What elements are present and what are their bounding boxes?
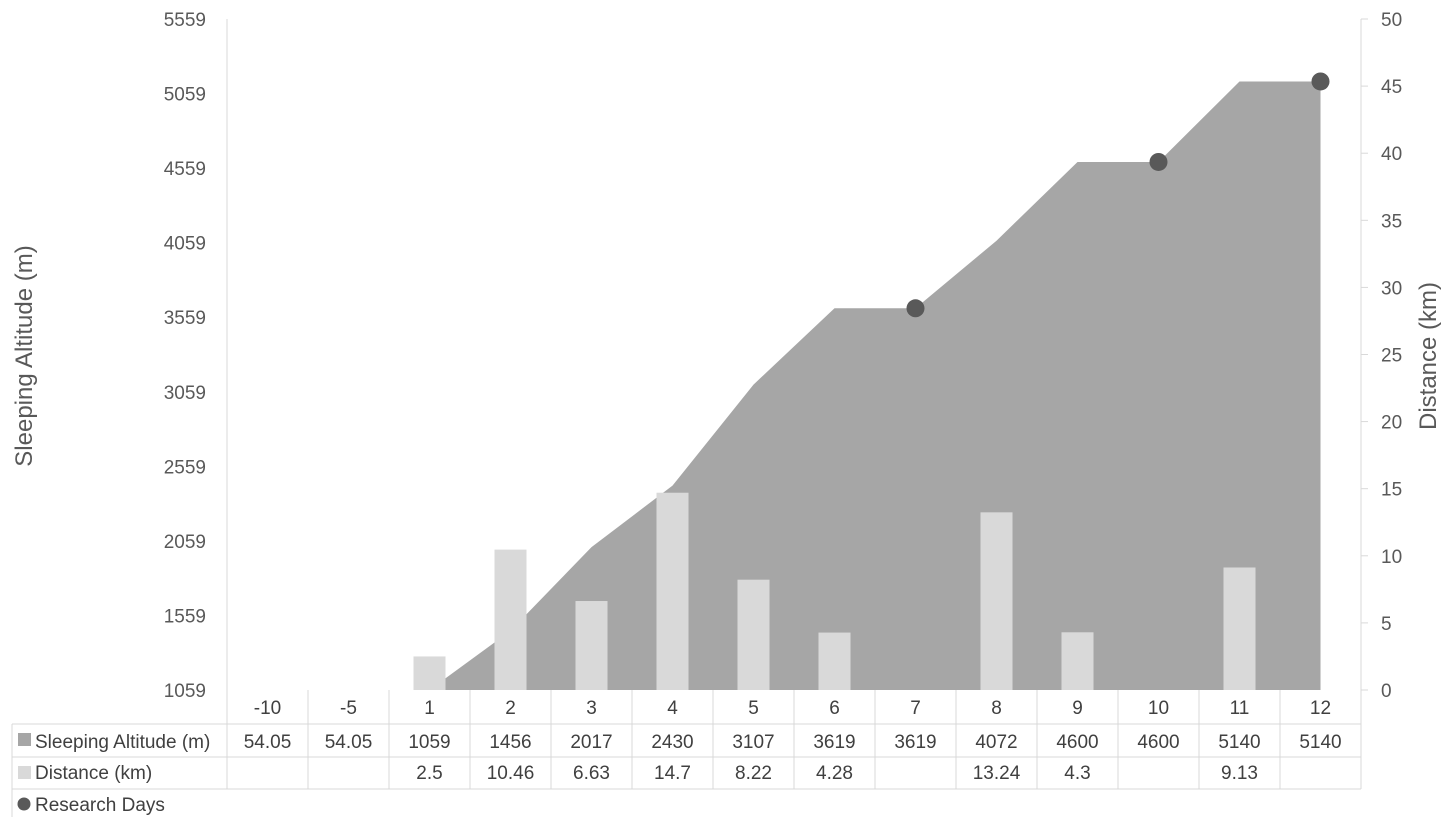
x-category-label: 4 — [667, 698, 678, 719]
table-cell-altitude: 5140 — [1218, 732, 1260, 753]
distance-bar-2 — [494, 549, 527, 690]
x-category-label: 5 — [748, 698, 759, 719]
table-cell-distance: 8.22 — [735, 763, 772, 784]
research-day-point-7 — [906, 299, 925, 318]
altitude-area — [267, 81, 1321, 690]
left-tick-label: 3059 — [164, 383, 206, 404]
right-tick-label: 15 — [1381, 480, 1402, 501]
table-cell-altitude: 3619 — [813, 732, 855, 753]
left-axis-title: Sleeping Altitude (m) — [11, 245, 38, 466]
distance-bar-1 — [413, 656, 446, 690]
left-tick-label: 4059 — [164, 234, 206, 255]
table-cell-distance: 6.63 — [573, 763, 610, 784]
table-cell-distance: 14.7 — [654, 763, 691, 784]
table-cell-distance: 13.24 — [973, 763, 1021, 784]
x-category-label: 9 — [1072, 698, 1083, 719]
table-cell-distance: 2.5 — [416, 763, 442, 784]
table-cell-altitude: 2430 — [651, 732, 693, 753]
x-category-label: 8 — [991, 698, 1002, 719]
right-tick-label: 25 — [1381, 346, 1402, 367]
x-category-label: 1 — [424, 698, 435, 719]
left-tick-label: 2059 — [164, 532, 206, 553]
table-cell-altitude: 4600 — [1137, 732, 1179, 753]
table-cell-altitude: 1456 — [489, 732, 531, 753]
table-row-label-altitude: Sleeping Altitude (m) — [35, 732, 210, 753]
table-cell-altitude: 5140 — [1299, 732, 1341, 753]
x-category-label: 7 — [910, 698, 921, 719]
left-tick-label: 2559 — [164, 457, 206, 478]
left-tick-label: 1059 — [164, 681, 206, 702]
table-cell-altitude: 4072 — [975, 732, 1017, 753]
research-day-point-12 — [1311, 72, 1330, 91]
table-cell-altitude: 3619 — [894, 732, 936, 753]
legend-key-altitude — [18, 733, 31, 746]
right-tick-label: 30 — [1381, 278, 1402, 299]
table-cell-altitude: 2017 — [570, 732, 612, 753]
x-category-label: 6 — [829, 698, 840, 719]
x-category-label: 10 — [1148, 698, 1169, 719]
right-tick-label: 10 — [1381, 547, 1402, 568]
x-category-label: 11 — [1230, 698, 1250, 719]
x-category-label: -5 — [340, 698, 357, 719]
right-axis-title: Distance (km) — [1415, 282, 1442, 430]
x-category-label: -10 — [254, 698, 281, 719]
left-tick-label: 3559 — [164, 308, 206, 329]
research-day-point-10 — [1149, 152, 1168, 171]
distance-bar-5 — [737, 579, 770, 690]
table-cell-distance: 4.28 — [816, 763, 853, 784]
table-cell-altitude: 3107 — [732, 732, 774, 753]
legend-key-distance — [18, 766, 31, 779]
table-cell-altitude: 4600 — [1056, 732, 1098, 753]
right-tick-label: 40 — [1381, 144, 1402, 165]
left-tick-label: 4559 — [164, 159, 206, 180]
table-cell-altitude: 54.05 — [325, 732, 373, 753]
right-tick-label: 0 — [1381, 681, 1392, 702]
table-cell-altitude: 1059 — [408, 732, 450, 753]
legend-key-research-days — [17, 797, 31, 811]
right-tick-label: 20 — [1381, 413, 1402, 434]
distance-bar-11 — [1223, 567, 1256, 690]
table-row-label-research-days: Research Days — [35, 795, 165, 816]
table-cell-distance: 4.3 — [1064, 763, 1090, 784]
distance-bar-3 — [575, 601, 608, 690]
table-row-label-distance: Distance (km) — [35, 763, 152, 784]
left-tick-label: 5559 — [164, 10, 206, 31]
left-tick-label: 1559 — [164, 606, 206, 627]
right-tick-label: 50 — [1381, 10, 1402, 31]
distance-bar-layer — [413, 492, 1256, 690]
distance-bar-4 — [656, 492, 689, 690]
table-cell-distance: 10.46 — [487, 763, 535, 784]
right-tick-label: 45 — [1381, 77, 1402, 98]
table-cell-altitude: 54.05 — [244, 732, 292, 753]
right-tick-label: 5 — [1381, 614, 1392, 635]
right-tick-label: 35 — [1381, 211, 1402, 232]
distance-bar-6 — [818, 632, 851, 690]
x-category-label: 3 — [586, 698, 597, 719]
altitude-area-layer — [267, 81, 1321, 690]
table-cell-distance: 9.13 — [1221, 763, 1258, 784]
left-tick-label: 5059 — [164, 85, 206, 106]
x-category-label: 2 — [505, 698, 516, 719]
research-days-layer — [906, 72, 1330, 318]
axes: 1059 1559 2059 2559 3059 3559 4059 4559 5059 5559… — [11, 10, 1442, 702]
x-category-label: 12 — [1310, 698, 1331, 719]
distance-bar-9 — [1061, 632, 1094, 690]
distance-bar-8 — [980, 512, 1013, 690]
